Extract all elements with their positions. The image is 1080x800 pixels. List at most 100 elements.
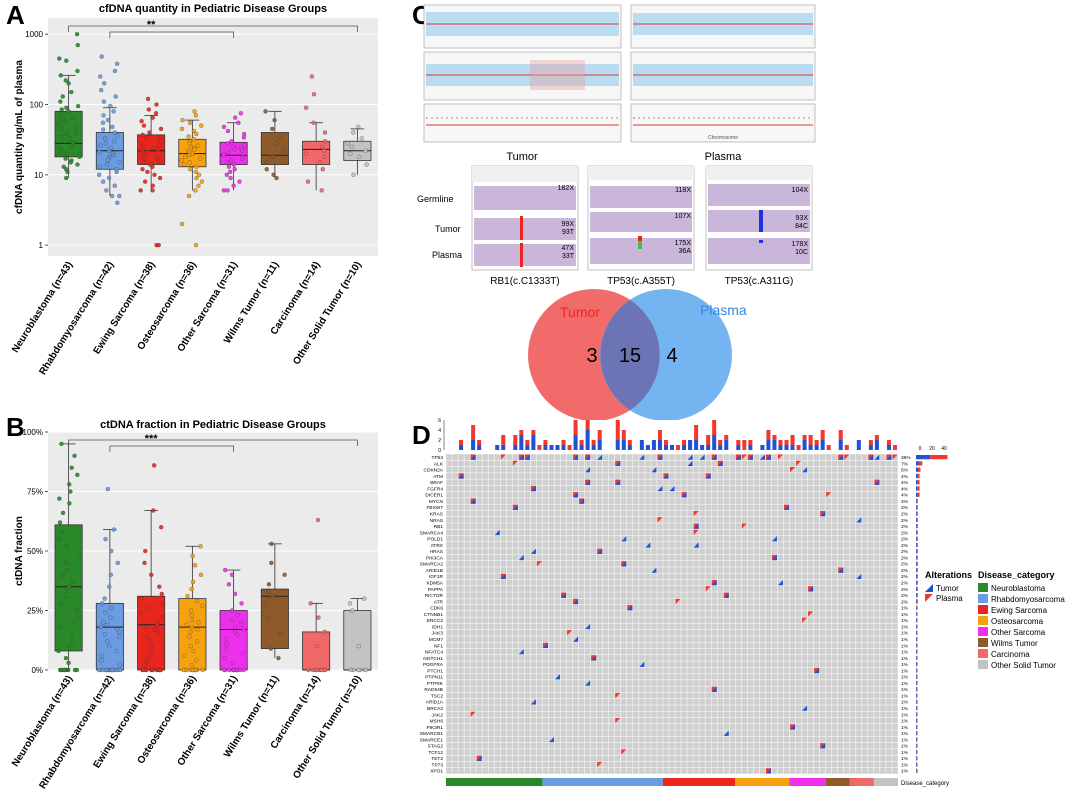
- top-bar-tumor: [657, 440, 662, 450]
- rb1-plasma-depth: 47X: [562, 245, 575, 252]
- top-bar-plasma: [513, 435, 518, 445]
- data-point: [240, 651, 245, 656]
- gene-label: MCM7: [429, 637, 443, 643]
- data-point: [278, 632, 283, 637]
- top-bar-plasma: [615, 420, 620, 440]
- data-point: [67, 482, 72, 487]
- gene-percent: 1%: [901, 637, 909, 643]
- gene-percent: 2%: [901, 574, 909, 580]
- data-point: [225, 141, 230, 146]
- gene-percent: 1%: [901, 624, 909, 630]
- mutation-both: [886, 454, 892, 460]
- data-point: [159, 139, 164, 144]
- data-point: [97, 150, 102, 155]
- data-point: [359, 136, 364, 141]
- top-bar-tumor: [615, 440, 620, 450]
- data-point: [309, 74, 315, 79]
- data-point: [186, 134, 191, 139]
- data-point: [190, 579, 196, 585]
- data-point: [64, 560, 69, 566]
- data-point: [150, 188, 155, 193]
- data-point: [75, 42, 80, 48]
- top-bar-tumor: [621, 440, 626, 450]
- top-bar-plasma: [892, 445, 897, 450]
- gene-percent: 1%: [901, 719, 909, 725]
- y-tick-label: 0%: [31, 666, 43, 675]
- top-bar-tumor: [694, 440, 699, 450]
- gene-percent: 2%: [901, 537, 909, 543]
- rb1-tumor-depth: 99X: [562, 221, 575, 228]
- data-point: [191, 128, 197, 134]
- data-point: [101, 113, 106, 118]
- data-point: [190, 553, 195, 558]
- gene-label: ATR: [434, 599, 444, 605]
- data-point: [108, 615, 113, 620]
- data-point: [63, 655, 69, 661]
- data-point: [97, 164, 103, 169]
- data-point: [144, 658, 149, 663]
- side-bar-plasma: [916, 724, 918, 730]
- top-bar-plasma: [886, 440, 891, 445]
- side-bar-tumor: [916, 567, 917, 573]
- gene-percent: 1%: [901, 693, 909, 699]
- data-point: [199, 603, 205, 608]
- side-bar-tumor: [916, 580, 917, 585]
- data-point: [99, 658, 104, 663]
- top-bar-tumor: [814, 445, 819, 450]
- data-point: [108, 572, 113, 577]
- data-point: [145, 96, 151, 102]
- data-point: [64, 175, 69, 181]
- side-bar-tumor: [916, 611, 917, 617]
- data-point: [224, 646, 229, 651]
- data-point: [150, 115, 155, 120]
- data-point: [187, 160, 192, 165]
- side-bar-tumor: [916, 693, 917, 698]
- mutation-tumor-half: [542, 642, 548, 649]
- side-bar-plasma: [916, 630, 918, 635]
- data-point: [61, 111, 66, 116]
- gene-label: ARID1A: [426, 700, 444, 706]
- top-bar-plasma: [543, 440, 548, 445]
- data-point: [75, 103, 81, 109]
- data-point: [105, 622, 110, 627]
- side-bar-plasma: [916, 712, 918, 717]
- data-point: [115, 200, 120, 205]
- gene-label: SMARCA4: [420, 530, 444, 536]
- side-bar-tumor: [916, 605, 917, 610]
- data-point: [225, 188, 230, 193]
- gene-percent: 4%: [901, 486, 909, 492]
- side-bar-tumor: [916, 599, 917, 604]
- data-point: [63, 78, 68, 83]
- mutation-tumor-half: [838, 454, 844, 460]
- mutation-tumor-half: [561, 592, 567, 598]
- data-point: [193, 667, 198, 673]
- category-legend-label: Ewing Sarcoma: [991, 606, 1048, 615]
- top-bar-tumor: [688, 440, 693, 450]
- side-bar-plasma: [916, 649, 918, 654]
- data-point: [189, 613, 195, 618]
- box-6: [302, 631, 331, 671]
- top-bar-tumor: [802, 440, 807, 450]
- top-bar-tumor: [627, 445, 632, 450]
- significance-bracket-outer: [68, 25, 358, 32]
- y-tick-label: 100: [30, 101, 44, 110]
- data-point: [184, 622, 189, 627]
- mutation-both: [470, 454, 476, 460]
- data-point: [57, 56, 62, 61]
- mutation-plasma: [657, 517, 663, 523]
- gene-label: ATRX: [431, 543, 444, 549]
- data-point: [152, 463, 157, 468]
- gene-percent: 1%: [901, 606, 909, 612]
- gene-label: CDKN2A: [424, 468, 444, 474]
- data-point: [74, 608, 79, 613]
- data-point: [117, 629, 122, 635]
- top-bar-plasma: [808, 435, 813, 445]
- data-point: [73, 130, 79, 135]
- data-point: [58, 99, 63, 104]
- mutation-both: [711, 579, 717, 586]
- rb1-tumor-alt: 93T: [562, 229, 575, 236]
- data-point: [74, 124, 79, 130]
- mutation-tumor: [494, 529, 500, 536]
- gene-percent: 1%: [901, 750, 909, 756]
- data-point: [194, 164, 199, 169]
